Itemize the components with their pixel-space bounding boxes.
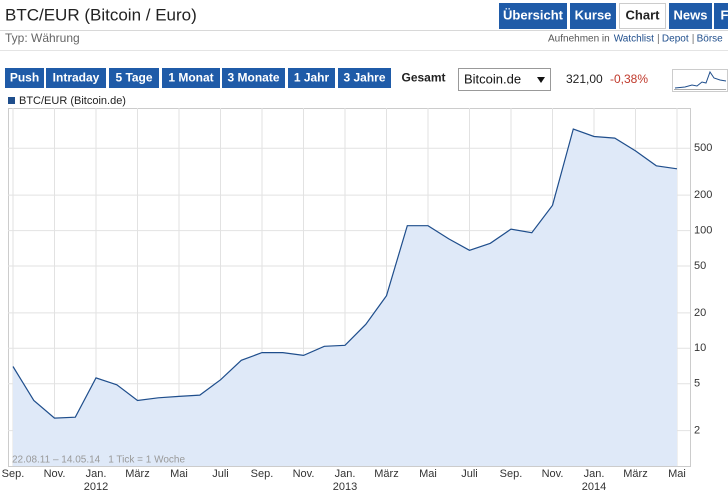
range-button-bg [288, 68, 335, 88]
price-line [12, 128, 678, 419]
range-button-bg [109, 68, 159, 88]
watchlist-link[interactable]: Watchlist [614, 34, 654, 45]
range-button-label: 1 Monat [168, 71, 213, 85]
range-button[interactable]: 3 Jahre [338, 68, 391, 88]
x-tick-label: März [374, 468, 398, 480]
x-tick-label: Sep. [251, 468, 274, 480]
x-tick-label: Juli [461, 468, 478, 480]
range-button-bg [162, 68, 220, 88]
watchlist-prefix: Aufnehmen in [548, 34, 610, 45]
range-button-label: Intraday [53, 71, 100, 85]
x-tick-label: Jan. [335, 468, 356, 480]
range-button-label: 3 Monate [227, 71, 279, 85]
x-tick-label: Nov. [293, 468, 315, 480]
nav-tab[interactable]: Chart [619, 3, 666, 29]
nav-tab-label: News [674, 7, 708, 22]
x-tick-label: Mai [170, 468, 188, 480]
type-label: Typ: Währung [5, 31, 80, 45]
range-button-label: 5 Tage [115, 71, 152, 85]
area-fill [13, 129, 677, 466]
nav-tab-label: F [721, 7, 728, 22]
quote-change: -0,38% [610, 72, 648, 86]
range-button-bg [5, 68, 44, 88]
range-button[interactable]: 5 Tage [109, 68, 159, 88]
y-tick-label: 10 [694, 342, 706, 354]
x-tick-label: Juli [212, 468, 229, 480]
x-tick-label: Sep. [500, 468, 523, 480]
quote-price: 321,00 [566, 72, 603, 86]
range-button[interactable]: 1 Jahr [288, 68, 335, 88]
x-tick-label: Nov. [44, 468, 66, 480]
period-note: 22.08.11 – 14.05.14 [12, 455, 101, 466]
x-tick-label: März [125, 468, 149, 480]
page-title: BTC/EUR (Bitcoin / Euro) [5, 5, 197, 24]
select-arrow [537, 77, 545, 83]
nav-tab-label: Chart [626, 7, 661, 22]
nav-tab-bg [619, 3, 666, 29]
nav-tab-bg [669, 3, 712, 29]
range-button[interactable]: Push [5, 68, 44, 88]
y-tick-label: 500 [694, 142, 712, 154]
select-box [458, 68, 551, 91]
y-tick-label: 100 [694, 224, 712, 236]
nav-tab[interactable]: Kurse [570, 3, 616, 29]
range-button[interactable]: 1 Monat [162, 68, 220, 88]
nav-tab-label: Kurse [575, 7, 612, 22]
year-label: 2013 [333, 481, 357, 493]
nav-tab[interactable]: F [714, 3, 728, 29]
mini-chart[interactable] [672, 69, 728, 92]
x-tick-label: Nov. [542, 468, 564, 480]
range-button-label: 3 Jahre [343, 71, 385, 85]
nav-tab[interactable]: Übersicht [499, 3, 567, 29]
nav-tab-bg [570, 3, 616, 29]
y-tick-label: 200 [694, 189, 712, 201]
x-tick-label: Mai [419, 468, 437, 480]
nav-tab[interactable]: News [669, 3, 712, 29]
x-tick-label: Jan. [86, 468, 107, 480]
nav-tab-bg [499, 3, 567, 29]
watchlist-link[interactable]: Depot [662, 34, 689, 45]
year-label: 2014 [582, 481, 606, 493]
range-button-bg [222, 68, 285, 88]
nav-tab-bg [714, 3, 728, 29]
range-button-bg [46, 68, 106, 88]
y-tick-label: 2 [694, 424, 700, 436]
year-label: 2012 [84, 481, 108, 493]
range-button-label: Push [10, 71, 39, 85]
tick-note: 1 Tick = 1 Woche [108, 455, 185, 466]
range-button-label: Gesamt [401, 71, 445, 85]
y-tick-label: 20 [694, 307, 706, 319]
range-button[interactable]: Gesamt [394, 68, 453, 88]
legend-swatch [8, 97, 15, 104]
range-button-bg [394, 68, 453, 88]
nav-tab-label: Übersicht [503, 7, 564, 22]
x-tick-label: März [623, 468, 647, 480]
range-button[interactable]: Intraday [46, 68, 106, 88]
exchange-select[interactable]: Bitcoin.de [458, 68, 551, 91]
mini-chart-frame [672, 69, 728, 92]
legend-label: BTC/EUR (Bitcoin.de) [19, 95, 126, 107]
x-tick-label: Jan. [584, 468, 605, 480]
y-tick-label: 5 [694, 378, 700, 390]
select-value: Bitcoin.de [464, 71, 521, 86]
x-tick-label: Sep. [2, 468, 25, 480]
x-tick-label: Mai [668, 468, 686, 480]
y-tick-label: 50 [694, 260, 706, 272]
watchlist-link[interactable]: Börse [697, 34, 724, 45]
range-button-label: 1 Jahr [294, 71, 330, 85]
range-button-bg [338, 68, 391, 88]
range-button[interactable]: 3 Monate [222, 68, 285, 88]
mini-chart-line [674, 70, 727, 89]
